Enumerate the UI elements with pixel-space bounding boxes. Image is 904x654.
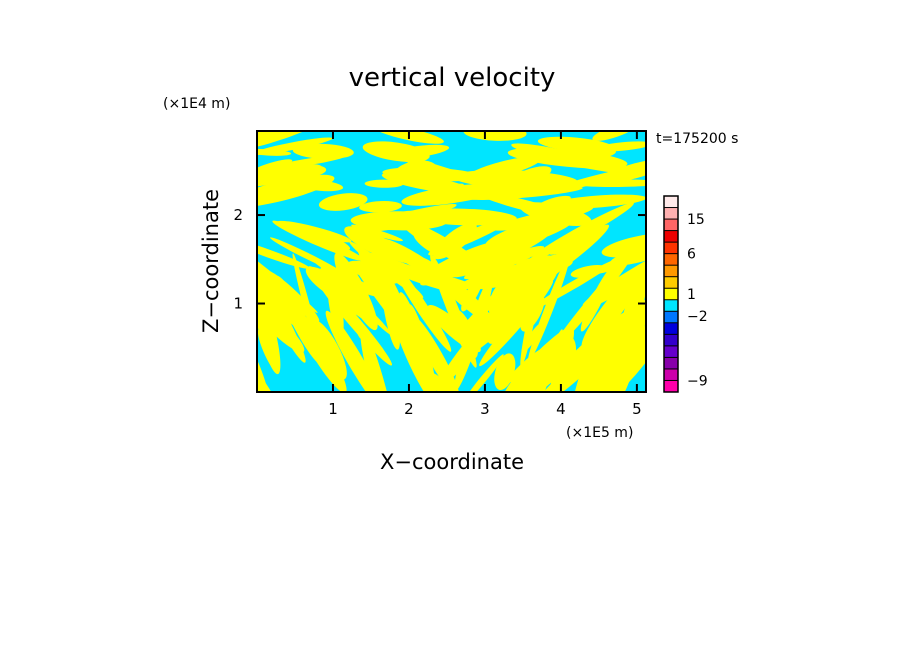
colorbar-label: −2 xyxy=(687,309,708,325)
velocity-cell xyxy=(351,224,403,242)
velocity-cell xyxy=(593,141,646,152)
velocity-pattern xyxy=(257,131,646,392)
velocity-cell xyxy=(460,258,573,290)
velocity-cell xyxy=(277,220,352,243)
velocity-cell xyxy=(609,245,646,266)
velocity-cell xyxy=(257,238,310,269)
velocity-cell xyxy=(420,244,503,286)
velocity-cell xyxy=(257,237,318,313)
x-tick-label: 3 xyxy=(480,400,490,418)
colorbar-level xyxy=(664,345,678,358)
velocity-cell xyxy=(452,169,578,190)
velocity-cell xyxy=(502,327,572,392)
colorbar-label: −9 xyxy=(687,374,708,390)
velocity-cell xyxy=(476,191,576,220)
velocity-cell xyxy=(463,131,527,141)
velocity-cell xyxy=(430,372,458,392)
velocity-cell xyxy=(273,155,346,169)
velocity-cell xyxy=(308,266,376,325)
colorbar-level xyxy=(664,253,678,266)
colorbar-level xyxy=(664,276,678,289)
velocity-cell xyxy=(461,274,484,312)
velocity-cell xyxy=(529,202,634,262)
y-axis: 12 xyxy=(233,206,646,313)
y-axis-title: Z−coordinate xyxy=(199,189,223,333)
velocity-cell xyxy=(285,164,327,178)
velocity-cell xyxy=(401,183,502,206)
colorbar-level xyxy=(664,299,678,312)
velocity-cell xyxy=(364,179,404,188)
velocity-cell xyxy=(257,329,279,372)
velocity-cell xyxy=(527,254,571,363)
velocity-cell xyxy=(336,279,392,336)
plot-area xyxy=(257,131,646,392)
velocity-cell xyxy=(391,261,452,352)
velocity-cell xyxy=(570,329,627,379)
x-tick-label: 4 xyxy=(556,400,566,418)
colorbar-label: 1 xyxy=(687,287,696,303)
x-tick-label: 2 xyxy=(404,400,414,418)
colorbar-level xyxy=(664,230,678,243)
velocity-cell xyxy=(594,158,646,184)
colorbar-level xyxy=(664,334,678,347)
velocity-cell xyxy=(552,194,616,211)
velocity-cell xyxy=(581,266,646,349)
velocity-cell xyxy=(378,263,416,279)
plot-frame xyxy=(256,130,647,393)
y-unit-label: (×1E4 m) xyxy=(163,96,230,112)
velocity-cell xyxy=(381,172,473,194)
colorbar-level xyxy=(664,265,678,278)
velocity-cell xyxy=(517,145,580,163)
velocity-cell xyxy=(368,210,422,232)
velocity-cell xyxy=(310,319,347,380)
velocity-cell xyxy=(522,354,567,392)
x-unit-label: (×1E5 m) xyxy=(566,425,633,441)
velocity-cell xyxy=(275,275,323,365)
x-tick-label: 5 xyxy=(632,400,642,418)
velocity-cell xyxy=(501,179,539,188)
velocity-cell xyxy=(257,366,278,392)
velocity-cell xyxy=(549,233,602,255)
colorbar-level xyxy=(664,357,678,370)
time-label: t=175200 s xyxy=(656,131,738,147)
y-tick-label: 1 xyxy=(233,295,243,313)
colorbar-level xyxy=(664,288,678,301)
velocity-cell xyxy=(357,374,383,392)
colorbar-level xyxy=(664,311,678,324)
velocity-cell xyxy=(597,318,646,392)
colorbar-level xyxy=(664,380,678,393)
velocity-cell xyxy=(257,303,305,353)
x-tick-label: 1 xyxy=(328,400,338,418)
velocity-cell xyxy=(359,201,402,213)
velocity-cell xyxy=(601,233,646,258)
velocity-cell xyxy=(398,292,431,384)
velocity-cell xyxy=(344,226,402,260)
velocity-cell xyxy=(438,297,513,387)
colorbar-level xyxy=(664,368,678,381)
velocity-cell xyxy=(385,144,450,159)
colorbar-frame xyxy=(663,195,679,393)
colorbar-level xyxy=(664,242,678,254)
colorbar-label: 15 xyxy=(687,212,705,228)
velocity-cell xyxy=(381,276,400,350)
y-tick-label: 2 xyxy=(233,206,243,224)
velocity-cell xyxy=(296,179,344,192)
velocity-cell xyxy=(570,265,607,278)
x-axis: 1 2 3 4 5 xyxy=(328,131,642,418)
velocity-cell xyxy=(310,256,349,282)
chart-title: vertical velocity xyxy=(349,63,556,93)
colorbar: 15 6 1 −2 −9 xyxy=(663,195,708,393)
colorbar-level xyxy=(664,219,678,231)
velocity-cell xyxy=(479,280,554,367)
colorbar-level xyxy=(664,196,678,208)
colorbar-level xyxy=(664,322,678,335)
velocity-cell xyxy=(384,253,431,267)
colorbar-level xyxy=(664,207,678,220)
x-axis-title: X−coordinate xyxy=(380,450,524,474)
velocity-cell xyxy=(318,193,368,211)
colorbar-label: 6 xyxy=(687,247,696,263)
